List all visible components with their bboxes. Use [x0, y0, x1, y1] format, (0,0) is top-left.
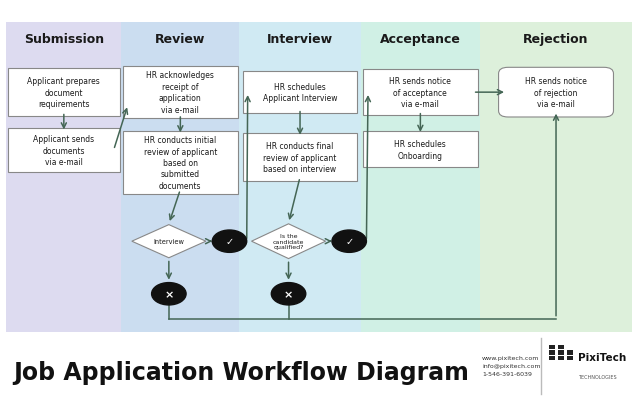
Text: Job Application Workflow Diagram: Job Application Workflow Diagram — [13, 360, 468, 384]
Text: PixiTech: PixiTech — [579, 352, 627, 362]
Text: HR sends notice
of acceptance
via e-mail: HR sends notice of acceptance via e-mail — [389, 77, 451, 109]
Text: ✓: ✓ — [345, 237, 353, 247]
Polygon shape — [252, 224, 326, 259]
Text: HR sends notice
of rejection
via e-mail: HR sends notice of rejection via e-mail — [525, 77, 587, 109]
Text: www.pixitech.com
info@pixitech.com
1-546-391-6039: www.pixitech.com info@pixitech.com 1-546… — [482, 355, 540, 376]
FancyBboxPatch shape — [558, 345, 564, 349]
Text: ×: × — [284, 289, 293, 299]
Text: Is the
candidate
qualified?: Is the candidate qualified? — [273, 233, 304, 250]
Text: HR acknowledges
receipt of
application
via e-mail: HR acknowledges receipt of application v… — [147, 71, 214, 114]
FancyBboxPatch shape — [122, 23, 239, 332]
Text: HR conducts final
review of applicant
based on interview: HR conducts final review of applicant ba… — [263, 142, 337, 174]
Text: Acceptance: Acceptance — [380, 33, 461, 46]
FancyBboxPatch shape — [567, 356, 573, 361]
Text: Rejection: Rejection — [524, 33, 589, 46]
FancyBboxPatch shape — [499, 68, 614, 118]
FancyBboxPatch shape — [243, 72, 358, 114]
Text: Submission: Submission — [24, 33, 104, 46]
FancyBboxPatch shape — [549, 345, 556, 349]
Polygon shape — [132, 225, 206, 258]
Text: Applicant prepares
document
requirements: Applicant prepares document requirements — [28, 77, 100, 109]
Text: TECHNOLOGIES: TECHNOLOGIES — [579, 374, 617, 379]
FancyBboxPatch shape — [239, 23, 361, 332]
FancyBboxPatch shape — [8, 69, 120, 116]
Text: Review: Review — [155, 33, 205, 46]
FancyBboxPatch shape — [123, 132, 238, 194]
FancyBboxPatch shape — [549, 351, 556, 355]
Circle shape — [271, 283, 306, 305]
FancyBboxPatch shape — [361, 23, 480, 332]
FancyBboxPatch shape — [363, 132, 478, 168]
Text: ×: × — [164, 289, 173, 299]
Text: HR schedules
Onboarding: HR schedules Onboarding — [394, 140, 446, 160]
Circle shape — [332, 230, 367, 253]
Text: HR schedules
Applicant Interview: HR schedules Applicant Interview — [263, 83, 337, 103]
FancyBboxPatch shape — [8, 129, 120, 173]
Text: Interview: Interview — [267, 33, 333, 46]
Text: ✓: ✓ — [225, 237, 234, 247]
FancyBboxPatch shape — [123, 67, 238, 119]
FancyBboxPatch shape — [558, 351, 564, 355]
FancyBboxPatch shape — [480, 23, 632, 332]
FancyBboxPatch shape — [567, 351, 573, 355]
Circle shape — [152, 283, 186, 305]
FancyBboxPatch shape — [558, 356, 564, 361]
FancyBboxPatch shape — [6, 23, 122, 332]
FancyBboxPatch shape — [243, 134, 358, 182]
Text: HR conducts initial
review of applicant
based on
submitted
documents: HR conducts initial review of applicant … — [143, 136, 217, 190]
Text: Applicant sends
documents
via e-mail: Applicant sends documents via e-mail — [33, 135, 94, 167]
Circle shape — [212, 230, 247, 253]
FancyBboxPatch shape — [549, 356, 556, 361]
FancyBboxPatch shape — [0, 332, 638, 413]
FancyBboxPatch shape — [363, 70, 478, 116]
Text: Interview: Interview — [154, 239, 184, 244]
